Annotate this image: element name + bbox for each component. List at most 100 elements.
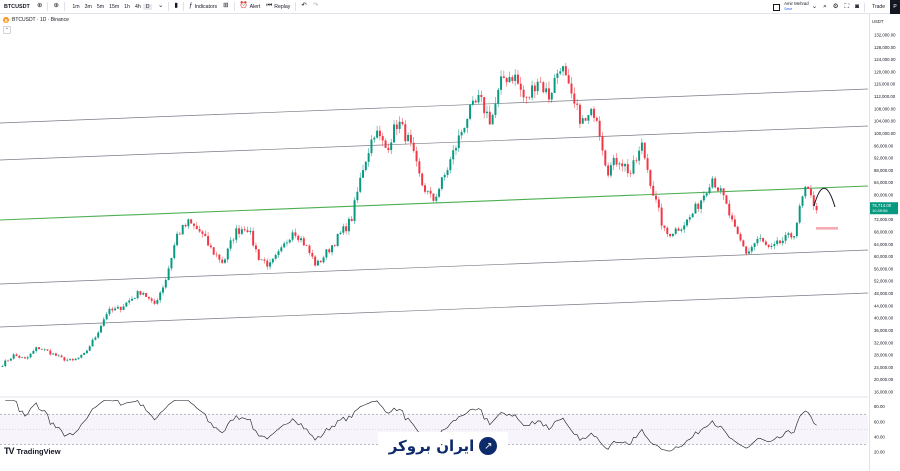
timeframe-d[interactable]: D — [143, 3, 152, 10]
candle — [57, 355, 60, 357]
candles-icon: ▮ — [174, 2, 178, 10]
candle — [387, 147, 390, 151]
redo-button[interactable]: ↷ — [310, 0, 321, 14]
divider — [183, 2, 184, 11]
fullscreen-icon: ⛶ — [844, 2, 850, 10]
price-chart[interactable] — [0, 14, 900, 471]
candle — [463, 127, 466, 133]
candle — [714, 178, 717, 188]
candle — [122, 306, 125, 310]
candle — [249, 230, 252, 233]
alert-button[interactable]: ⏰ Alert — [237, 0, 264, 14]
candle — [226, 248, 229, 260]
price-tick-label: 80,000.00 — [874, 193, 894, 198]
divider — [864, 2, 866, 12]
trade-button[interactable]: Trade — [867, 0, 890, 14]
chart-type-button[interactable]: ▮ — [171, 0, 181, 14]
candle — [677, 228, 680, 231]
settings-button[interactable]: ⚙ — [830, 0, 842, 14]
candle — [694, 203, 697, 214]
candle — [407, 134, 410, 142]
candle — [525, 97, 528, 98]
candle — [795, 222, 798, 237]
candle — [733, 219, 736, 227]
candle — [97, 332, 100, 338]
quick-search-button[interactable]: ⌕ — [820, 0, 830, 14]
currency-label[interactable]: USDT — [872, 19, 884, 24]
undo-button[interactable]: ↶ — [298, 0, 309, 14]
replay-button[interactable]: ⏮ Replay — [263, 0, 293, 14]
save-status: Save — [784, 7, 793, 11]
candle — [446, 170, 449, 176]
timeframe-1h[interactable]: 1h — [124, 3, 130, 10]
candle — [12, 354, 15, 359]
candle — [328, 249, 331, 253]
timeframe-5m[interactable]: 5m — [96, 3, 105, 10]
candle — [528, 97, 531, 99]
candle — [655, 195, 657, 200]
candle — [198, 229, 201, 232]
candle — [362, 170, 365, 178]
candle — [9, 358, 12, 361]
candle — [83, 353, 86, 355]
broker-watermark: ایران بروکر ↗ — [378, 432, 508, 460]
candle — [590, 108, 593, 116]
templates-button[interactable]: ⊞ — [220, 0, 231, 14]
candle — [511, 77, 514, 81]
candle — [43, 349, 46, 351]
candle — [632, 160, 635, 174]
candle — [652, 185, 655, 196]
legend-collapse-button[interactable]: ⌃ — [3, 26, 11, 34]
candle — [424, 185, 426, 192]
layout-menu-button[interactable]: Amir Mehrad Save ⌄ — [770, 1, 820, 12]
publish-button[interactable]: P — [890, 0, 900, 14]
tradingview-logo[interactable]: TV TradingView — [4, 446, 61, 456]
candle — [80, 354, 83, 358]
candle — [192, 223, 195, 226]
timeframe-3m[interactable]: 3m — [84, 3, 92, 10]
candle — [807, 186, 810, 189]
alert-label: Alert — [249, 3, 261, 10]
price-axis[interactable] — [869, 14, 900, 471]
candle — [674, 228, 677, 234]
candle — [66, 359, 69, 361]
candle — [401, 121, 404, 125]
timeframe-4h[interactable]: 4h — [134, 3, 141, 10]
undo-icon: ↶ — [301, 2, 307, 10]
candle — [35, 347, 38, 351]
candle — [319, 260, 322, 263]
candle — [178, 233, 181, 235]
candle — [164, 279, 167, 288]
candle — [547, 88, 550, 100]
candle — [74, 358, 77, 361]
candle — [550, 92, 553, 100]
candle — [26, 357, 29, 359]
snapshot-button[interactable]: ◙ — [852, 0, 862, 14]
candle — [454, 148, 457, 151]
compare-icon: ⊕ — [37, 2, 43, 10]
candle — [516, 74, 519, 84]
candle — [618, 163, 621, 165]
candle — [497, 89, 500, 104]
candle — [114, 308, 117, 311]
candle — [398, 121, 401, 129]
candle — [336, 233, 339, 246]
trade-label: Trade — [872, 4, 885, 10]
candle — [770, 245, 773, 248]
timeframe-1m[interactable]: 1m — [72, 3, 80, 10]
compare-button[interactable]: ⊕ — [34, 0, 45, 14]
timeframe-dropdown-button[interactable]: ⌄ — [155, 0, 166, 14]
candle — [686, 219, 688, 226]
indicators-button[interactable]: ƒ Indicators — [186, 0, 220, 14]
candle — [567, 75, 570, 84]
timeframe-15m[interactable]: 15m — [109, 3, 120, 10]
add-symbol-button[interactable]: ⊕ — [50, 0, 61, 14]
price-tick-label: 104,000.00 — [874, 119, 896, 124]
candle — [624, 164, 627, 167]
candle — [167, 268, 170, 280]
candle — [477, 94, 480, 103]
candle — [269, 262, 272, 267]
fullscreen-button[interactable]: ⛶ — [842, 0, 853, 14]
symbol-search-button[interactable]: BTCUSDT — [0, 0, 34, 14]
